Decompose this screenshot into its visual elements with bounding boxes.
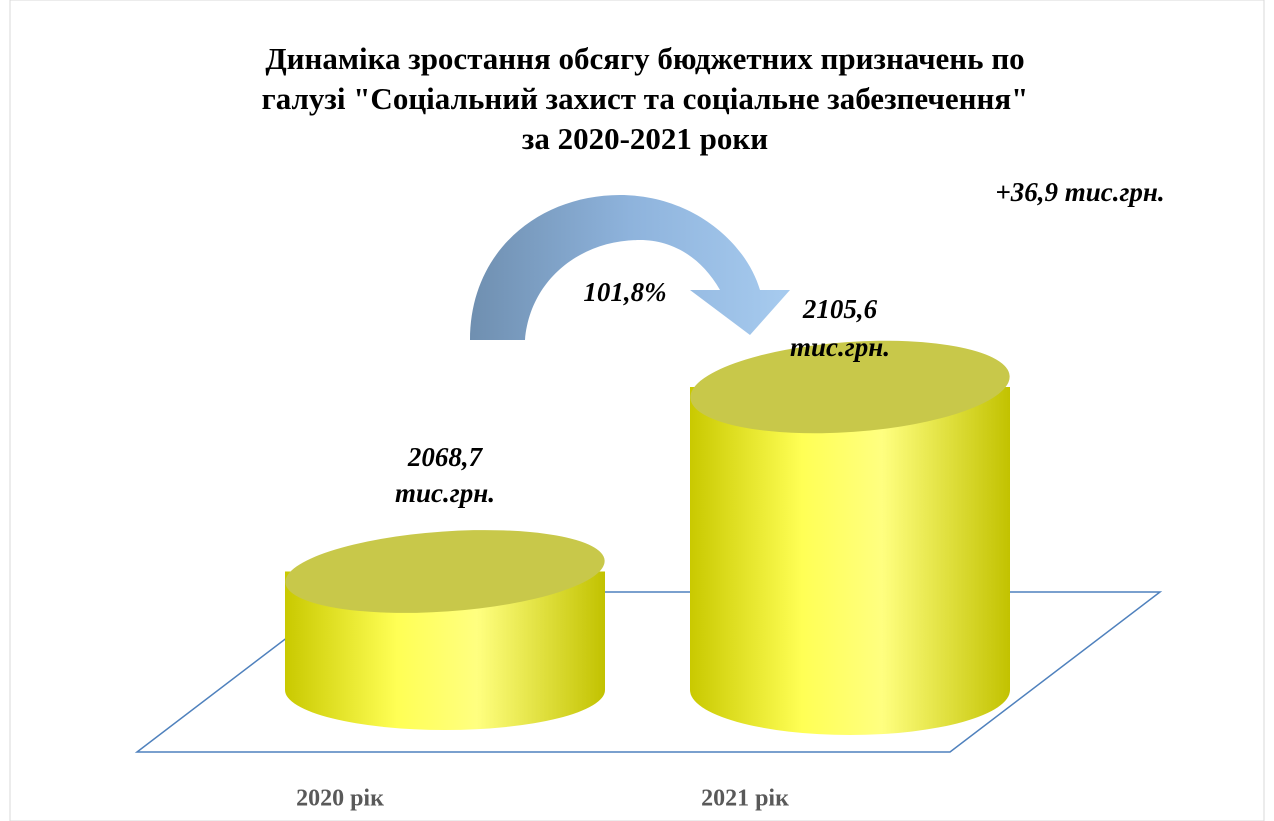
chart-title: галузі "Соціальний захист та соціальне з… bbox=[262, 81, 1029, 116]
chart-title: за 2020-2021 роки bbox=[522, 121, 768, 156]
data-label: 2105,6 bbox=[802, 294, 878, 324]
x-tick-label: 2021 рік bbox=[701, 786, 789, 812]
cylinder-top bbox=[690, 340, 1010, 434]
annotation: 101,8% bbox=[583, 277, 666, 307]
chart-frame bbox=[9, 0, 1265, 821]
cylinder-body bbox=[690, 387, 1010, 735]
data-label: 2068,7 bbox=[407, 442, 484, 472]
growth-arrow bbox=[470, 195, 790, 340]
floor bbox=[134, 591, 1163, 753]
data-label: тис.грн. bbox=[790, 332, 890, 362]
cylinder-top bbox=[285, 530, 605, 613]
annotation: +36,9 тис.грн. bbox=[995, 177, 1164, 207]
data-label: тис.грн. bbox=[395, 478, 495, 508]
x-tick-label: 2020 рік bbox=[296, 786, 384, 812]
chart-title: Динаміка зростання обсягу бюджетних приз… bbox=[265, 41, 1024, 76]
